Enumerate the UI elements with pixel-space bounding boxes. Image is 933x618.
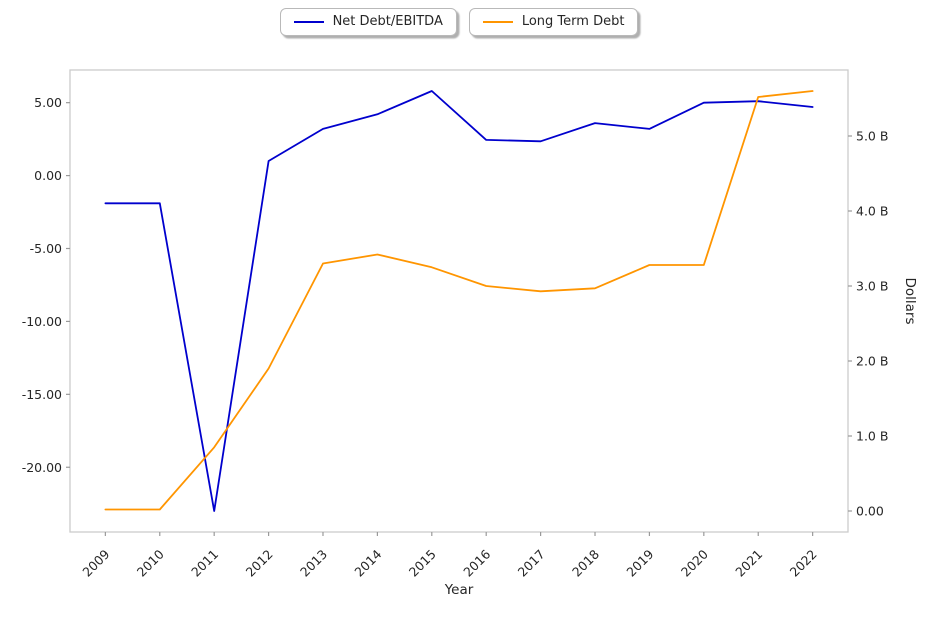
right-axis-tick-label: 3.0 B	[856, 279, 888, 294]
legend-item-net-debt-ebitda: Net Debt/EBITDA	[279, 8, 457, 37]
x-axis-tick-label: 2010	[134, 546, 167, 579]
chart-legend: Net Debt/EBITDA Long Term Debt	[70, 8, 848, 37]
series-line-long-term-debt	[104, 90, 814, 511]
x-axis-tick-label: 2015	[406, 547, 439, 580]
x-axis-tick-label: 2014	[351, 546, 384, 579]
x-axis-tick-label: 2019	[623, 546, 656, 579]
x-axis-label: Year	[444, 582, 474, 598]
left-axis-tick-label: -5.00	[30, 241, 62, 256]
x-axis-tick-label: 2018	[569, 546, 602, 579]
x-axis-tick-label: 2009	[79, 546, 112, 579]
legend-label-long-term-debt: Long Term Debt	[521, 14, 625, 29]
x-axis-tick-label: 2012	[243, 547, 276, 580]
plot-frame	[69, 69, 849, 533]
right-axis-tick-label: 1.0 B	[856, 429, 888, 444]
x-axis-tick-label: 2013	[297, 547, 330, 580]
x-axis-tick-label: 2017	[515, 547, 548, 580]
legend-line-sample-net-debt-ebitda	[293, 21, 324, 24]
left-axis-tick-label: -20.00	[22, 460, 62, 475]
x-axis-tick-label: 2016	[460, 546, 493, 579]
right-axis-tick-label: 2.0 B	[856, 354, 888, 369]
x-axis-tick-label: 2022	[787, 547, 820, 580]
right-axis-tick-label: 0.00	[856, 504, 884, 519]
left-axis-tick-label: -10.00	[22, 314, 62, 329]
legend-label-net-debt-ebitda: Net Debt/EBITDA	[332, 14, 443, 29]
series-line-net-debt-ebitda	[104, 90, 814, 512]
right-y-axis-label: Dollars	[902, 277, 918, 324]
x-axis-tick-label: 2011	[188, 547, 221, 580]
x-axis-tick-label: 2021	[732, 547, 765, 580]
left-axis-tick-label: -15.00	[22, 387, 62, 402]
right-axis-tick-label: 4.0 B	[856, 204, 888, 219]
x-axis-tick-label: 2020	[678, 546, 711, 579]
left-axis-tick-label: 5.00	[34, 95, 62, 110]
left-axis-tick-label: 0.00	[34, 168, 62, 183]
right-axis-tick-label: 5.0 B	[856, 129, 888, 144]
legend-line-sample-long-term-debt	[482, 21, 513, 24]
legend-item-long-term-debt: Long Term Debt	[468, 8, 639, 37]
